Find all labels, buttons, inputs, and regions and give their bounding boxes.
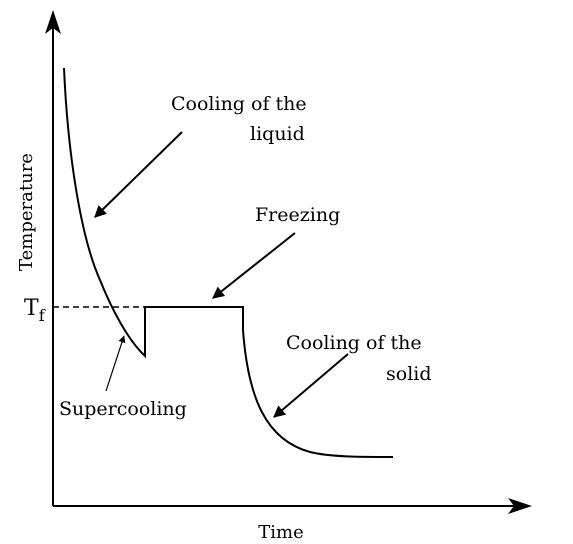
marker-subscript: f xyxy=(39,306,46,325)
freezing-label: Freezing xyxy=(255,204,340,226)
cooling-liquid-arrow xyxy=(94,131,183,218)
cooling-liquid-label-line1: Cooling of the xyxy=(171,93,307,115)
freezing-temperature-marker: Tf xyxy=(24,296,46,325)
freezing-arrow xyxy=(212,232,296,299)
y-axis-label: Temperature xyxy=(16,153,37,271)
cooling-liquid-label-line2: liquid xyxy=(250,123,305,145)
supercooling-label: Supercooling xyxy=(59,398,187,420)
y-axis-arrowhead xyxy=(45,10,61,34)
cooling-solid-label-line1: Cooling of the xyxy=(286,332,422,354)
x-axis-label: Time xyxy=(258,522,303,543)
marker-main: T xyxy=(24,296,39,321)
cooling-solid-arrow xyxy=(273,353,349,418)
x-axis-arrowhead xyxy=(508,498,532,514)
cooling-solid-label-line2: solid xyxy=(386,363,432,385)
cooling-curve xyxy=(63,67,394,458)
supercooling-arrow xyxy=(105,335,126,392)
